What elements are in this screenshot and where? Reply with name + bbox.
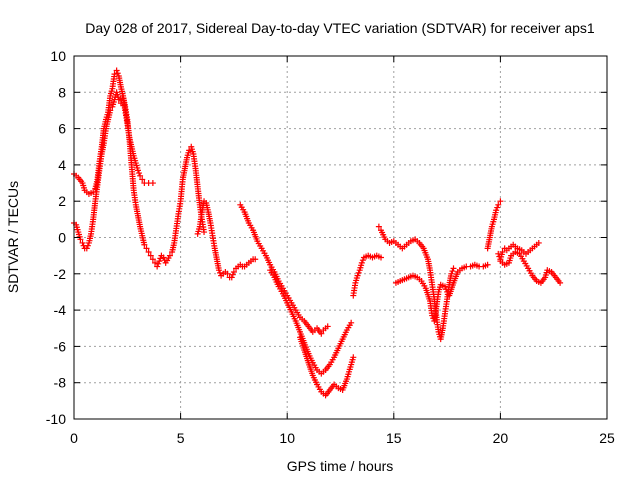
data-point [229, 271, 236, 278]
series-aps1-d [237, 201, 331, 337]
data-point [348, 319, 355, 326]
data-point [149, 256, 156, 263]
data-point [441, 283, 448, 290]
data-point [375, 223, 382, 230]
y-tick-label: 2 [58, 193, 66, 209]
x-tick-label: 5 [177, 430, 185, 446]
data-point [155, 260, 162, 267]
data-point [152, 259, 159, 266]
data-point [141, 241, 148, 248]
data-point [359, 257, 366, 264]
data-point [324, 323, 331, 330]
data-point [111, 71, 118, 78]
data-point [224, 270, 231, 277]
data-point [495, 250, 502, 257]
data-point [160, 254, 167, 261]
data-point [358, 259, 365, 266]
data-point [107, 107, 114, 114]
data-point [350, 354, 357, 361]
y-tick-label: 8 [58, 84, 66, 100]
data-point [157, 255, 164, 262]
axis-ticks: 0 5 10 15 20 25 -10 -8 -6 -4 -2 0 2 4 6 8 10 [46, 48, 615, 446]
data-point [497, 198, 504, 205]
data-point [429, 312, 436, 319]
y-tick-label: 6 [58, 121, 66, 137]
data-point [449, 268, 456, 275]
data-point [147, 252, 154, 259]
y-tick-label: -2 [54, 266, 67, 282]
data-point [493, 207, 500, 214]
series-aps1-i [392, 261, 491, 324]
series-aps1-a [71, 67, 156, 197]
data-point [535, 239, 542, 246]
grid [74, 56, 607, 419]
y-tick-label: -10 [46, 411, 66, 427]
data-point [495, 201, 502, 208]
data-point [228, 274, 235, 281]
data-point [115, 96, 122, 103]
data-point [83, 245, 90, 252]
data-point [318, 330, 325, 337]
data-point [355, 269, 362, 276]
data-point [79, 239, 86, 246]
x-tick-label: 10 [279, 430, 295, 446]
series-aps1-l [497, 249, 564, 286]
y-tick-label: -4 [54, 302, 67, 318]
data-point [450, 265, 457, 272]
data-point [143, 245, 150, 252]
data-point [252, 256, 259, 263]
y-axis-label: SDTVAR / TECUs [5, 181, 21, 293]
data-point [156, 258, 163, 265]
data-point [354, 272, 361, 279]
data-point [448, 270, 455, 277]
data-point [136, 170, 143, 177]
y-tick-label: 0 [58, 230, 66, 246]
data-point [201, 229, 208, 236]
data-point [215, 267, 222, 274]
series-aps1-j [484, 198, 504, 252]
data-point [149, 180, 156, 187]
data-point [77, 236, 84, 243]
data-point [84, 242, 91, 249]
y-tick-label: -6 [54, 338, 67, 354]
data-point [186, 147, 193, 154]
series-aps1-b [71, 89, 208, 270]
data-point [154, 263, 161, 270]
series-aps1-h [375, 223, 457, 343]
data-point [137, 172, 144, 179]
data-point [145, 249, 152, 256]
data-point [494, 204, 501, 211]
x-tick-label: 25 [599, 430, 615, 446]
y-tick-label: -8 [54, 375, 67, 391]
data-points [71, 67, 564, 399]
y-tick-label: 4 [58, 157, 66, 173]
x-tick-label: 15 [386, 430, 402, 446]
y-tick-label: 10 [50, 48, 66, 64]
series-aps1-e [267, 267, 355, 377]
data-point [484, 261, 491, 268]
data-point [166, 252, 173, 259]
x-tick-label: 20 [493, 430, 509, 446]
data-point [443, 286, 450, 293]
data-point [114, 70, 121, 77]
series-aps1-c [194, 198, 259, 281]
data-point [499, 249, 506, 256]
series-aps1-k [495, 239, 542, 263]
data-point [134, 167, 141, 174]
data-point [378, 254, 385, 261]
series-aps1-f [296, 334, 357, 399]
data-point [217, 269, 224, 276]
data-point [230, 268, 237, 275]
data-point [113, 67, 120, 74]
x-axis-label: GPS time / hours [287, 458, 394, 474]
series-aps1-g [350, 252, 385, 299]
data-point [557, 279, 564, 286]
data-point [139, 176, 146, 183]
chart-title: Day 028 of 2017, Sidereal Day-to-day VTE… [85, 20, 595, 36]
x-tick-label: 0 [70, 430, 78, 446]
